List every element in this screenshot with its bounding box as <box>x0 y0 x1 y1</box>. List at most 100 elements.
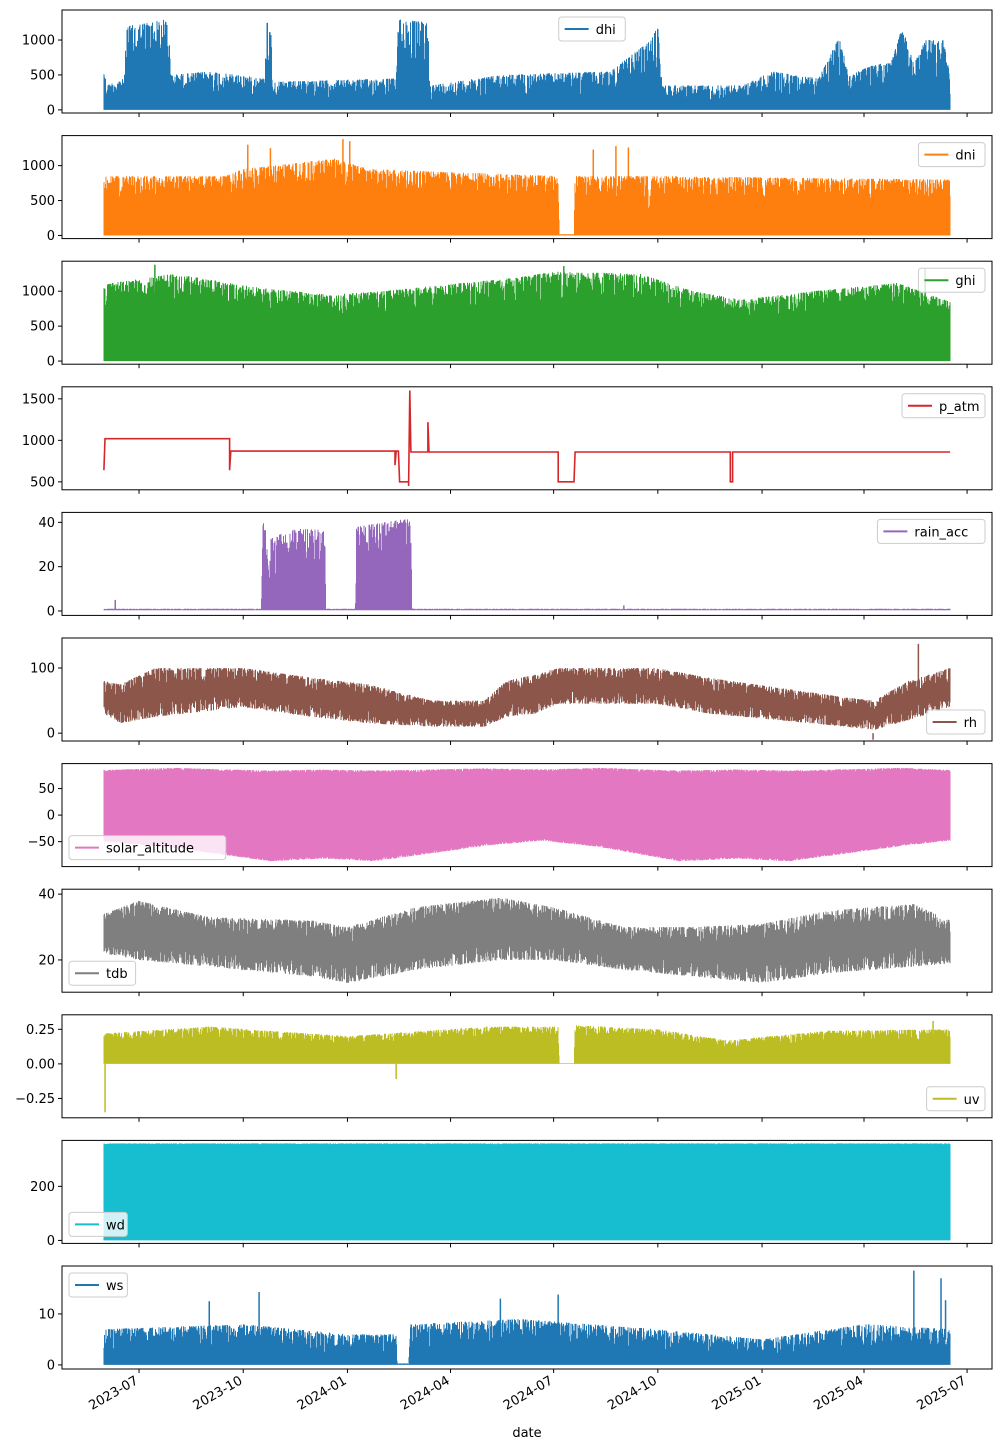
xtick-label: 2024-04 <box>398 1373 453 1413</box>
legend-box <box>558 16 626 42</box>
ytick-label: 20 <box>38 953 55 968</box>
ytick-label: 1000 <box>22 434 55 449</box>
p_atm-series <box>103 390 951 487</box>
ytick-label: 0 <box>47 604 55 619</box>
legend-tdb: tdb <box>68 960 137 986</box>
legend-box <box>917 142 986 168</box>
xtick-label: 2023-10 <box>191 1373 246 1413</box>
axes-frame <box>61 511 993 616</box>
legend-label: dni <box>955 149 975 164</box>
ytick-label: 1000 <box>22 34 55 49</box>
legend-label: rh <box>964 716 977 731</box>
legend-label: uv <box>964 1093 980 1108</box>
ytick-label: 500 <box>30 475 55 490</box>
axes-frame <box>61 9 993 114</box>
tdb-band <box>103 898 951 983</box>
ytick-label: 0 <box>47 809 55 824</box>
rh-series <box>103 643 951 740</box>
dhi-band <box>103 19 951 110</box>
uv-band <box>103 1025 951 1064</box>
subplot-dni: 0 500 1000 dni <box>22 135 993 244</box>
legend-ghi: ghi <box>917 267 986 293</box>
subplot-rh: 0 100 rh <box>30 637 993 745</box>
ytick-label: −0.25 <box>15 1092 55 1107</box>
ytick-label: 0 <box>47 1358 55 1373</box>
ytick-label: 100 <box>30 661 55 676</box>
axes-frame <box>61 1014 993 1119</box>
ghi-band <box>103 271 951 362</box>
uv-series <box>103 1021 951 1113</box>
p_atm-line <box>103 390 951 487</box>
ytick-label: 0.00 <box>26 1057 55 1072</box>
axes-frame <box>61 1265 993 1370</box>
legend-label: ghi <box>955 274 975 289</box>
ytick-label: 0 <box>47 103 55 118</box>
ytick-label: 500 <box>30 194 55 209</box>
legend-label: dhi <box>596 23 616 38</box>
legend-box <box>68 960 137 986</box>
wd-band <box>103 1143 951 1241</box>
ytick-label: 0 <box>47 727 55 742</box>
legend-label: p_atm <box>939 400 979 415</box>
legend-box <box>876 518 986 544</box>
ws-series <box>103 1270 951 1365</box>
ws-band <box>103 1319 951 1365</box>
subplot-wd: 0 200 wd <box>30 1139 993 1249</box>
subplot-dhi: 0 500 1000 dhi <box>22 9 993 118</box>
dni-band <box>103 158 951 236</box>
legend-box <box>917 267 986 293</box>
axes-frame <box>61 135 993 240</box>
dhi-series <box>103 19 951 110</box>
subplot-p_atm: 500 1000 1500 p_atm <box>22 386 993 494</box>
ytick-label: −50 <box>28 835 55 850</box>
legend-uv: uv <box>926 1086 986 1112</box>
subplot-tdb: 20 40 tdb <box>38 888 993 997</box>
ytick-label: 500 <box>30 68 55 83</box>
legend-label: wd <box>106 1218 125 1233</box>
axes-frame <box>61 260 993 365</box>
rain_acc-series <box>103 519 951 611</box>
legend-box <box>68 835 227 861</box>
legend-solar_altitude: solar_altitude <box>68 835 227 861</box>
xtick-label: 2025-04 <box>811 1373 866 1413</box>
ytick-label: 50 <box>38 782 55 797</box>
axes-frame <box>61 1139 993 1244</box>
legend-p_atm: p_atm <box>901 393 986 419</box>
axes-frame <box>61 888 993 993</box>
ytick-label: 200 <box>30 1180 55 1195</box>
xtick-label: 2024-01 <box>295 1373 350 1413</box>
legend-rain_acc: rain_acc <box>876 518 986 544</box>
legend-dni: dni <box>917 142 986 168</box>
axes-frame <box>61 386 993 491</box>
ytick-label: 0.25 <box>26 1023 55 1038</box>
xtick-label: 2023-07 <box>86 1373 141 1413</box>
legend-wd: wd <box>68 1211 128 1237</box>
legend-dhi: dhi <box>558 16 626 42</box>
solar_altitude-series <box>103 767 951 862</box>
legend-label: tdb <box>106 967 128 982</box>
x-axis-label: date <box>512 1426 541 1441</box>
legend-rh: rh <box>926 709 986 735</box>
rain_acc-band <box>103 519 951 611</box>
ytick-label: 1500 <box>22 392 55 407</box>
tdb-series <box>103 898 951 983</box>
solar_altitude-band <box>103 767 951 862</box>
axes-frame <box>61 637 993 742</box>
ytick-label: 20 <box>38 560 55 575</box>
xtick-label: 2024-10 <box>605 1373 660 1413</box>
xtick-label: 2025-07 <box>915 1373 970 1413</box>
ghi-series <box>103 264 951 362</box>
subplot-rain_acc: 0 20 40 rain_acc <box>38 511 993 619</box>
ytick-label: 0 <box>47 229 55 244</box>
wd-series <box>103 1143 951 1241</box>
ytick-label: 10 <box>38 1307 55 1322</box>
ytick-label: 0 <box>47 1234 55 1249</box>
rh-band <box>103 668 951 730</box>
ytick-label: 0 <box>47 355 55 370</box>
subplot-uv: −0.25 0.00 0.25 uv <box>15 1014 993 1122</box>
subplot-ws: 0 10 2023-07 2023-10 2024-01 2024-04 2024-07 20… <box>38 1265 993 1414</box>
subplot-ghi: 0 500 1000 ghi <box>22 260 993 370</box>
legend-box <box>901 393 986 419</box>
xtick-label: 2025-01 <box>709 1373 764 1413</box>
